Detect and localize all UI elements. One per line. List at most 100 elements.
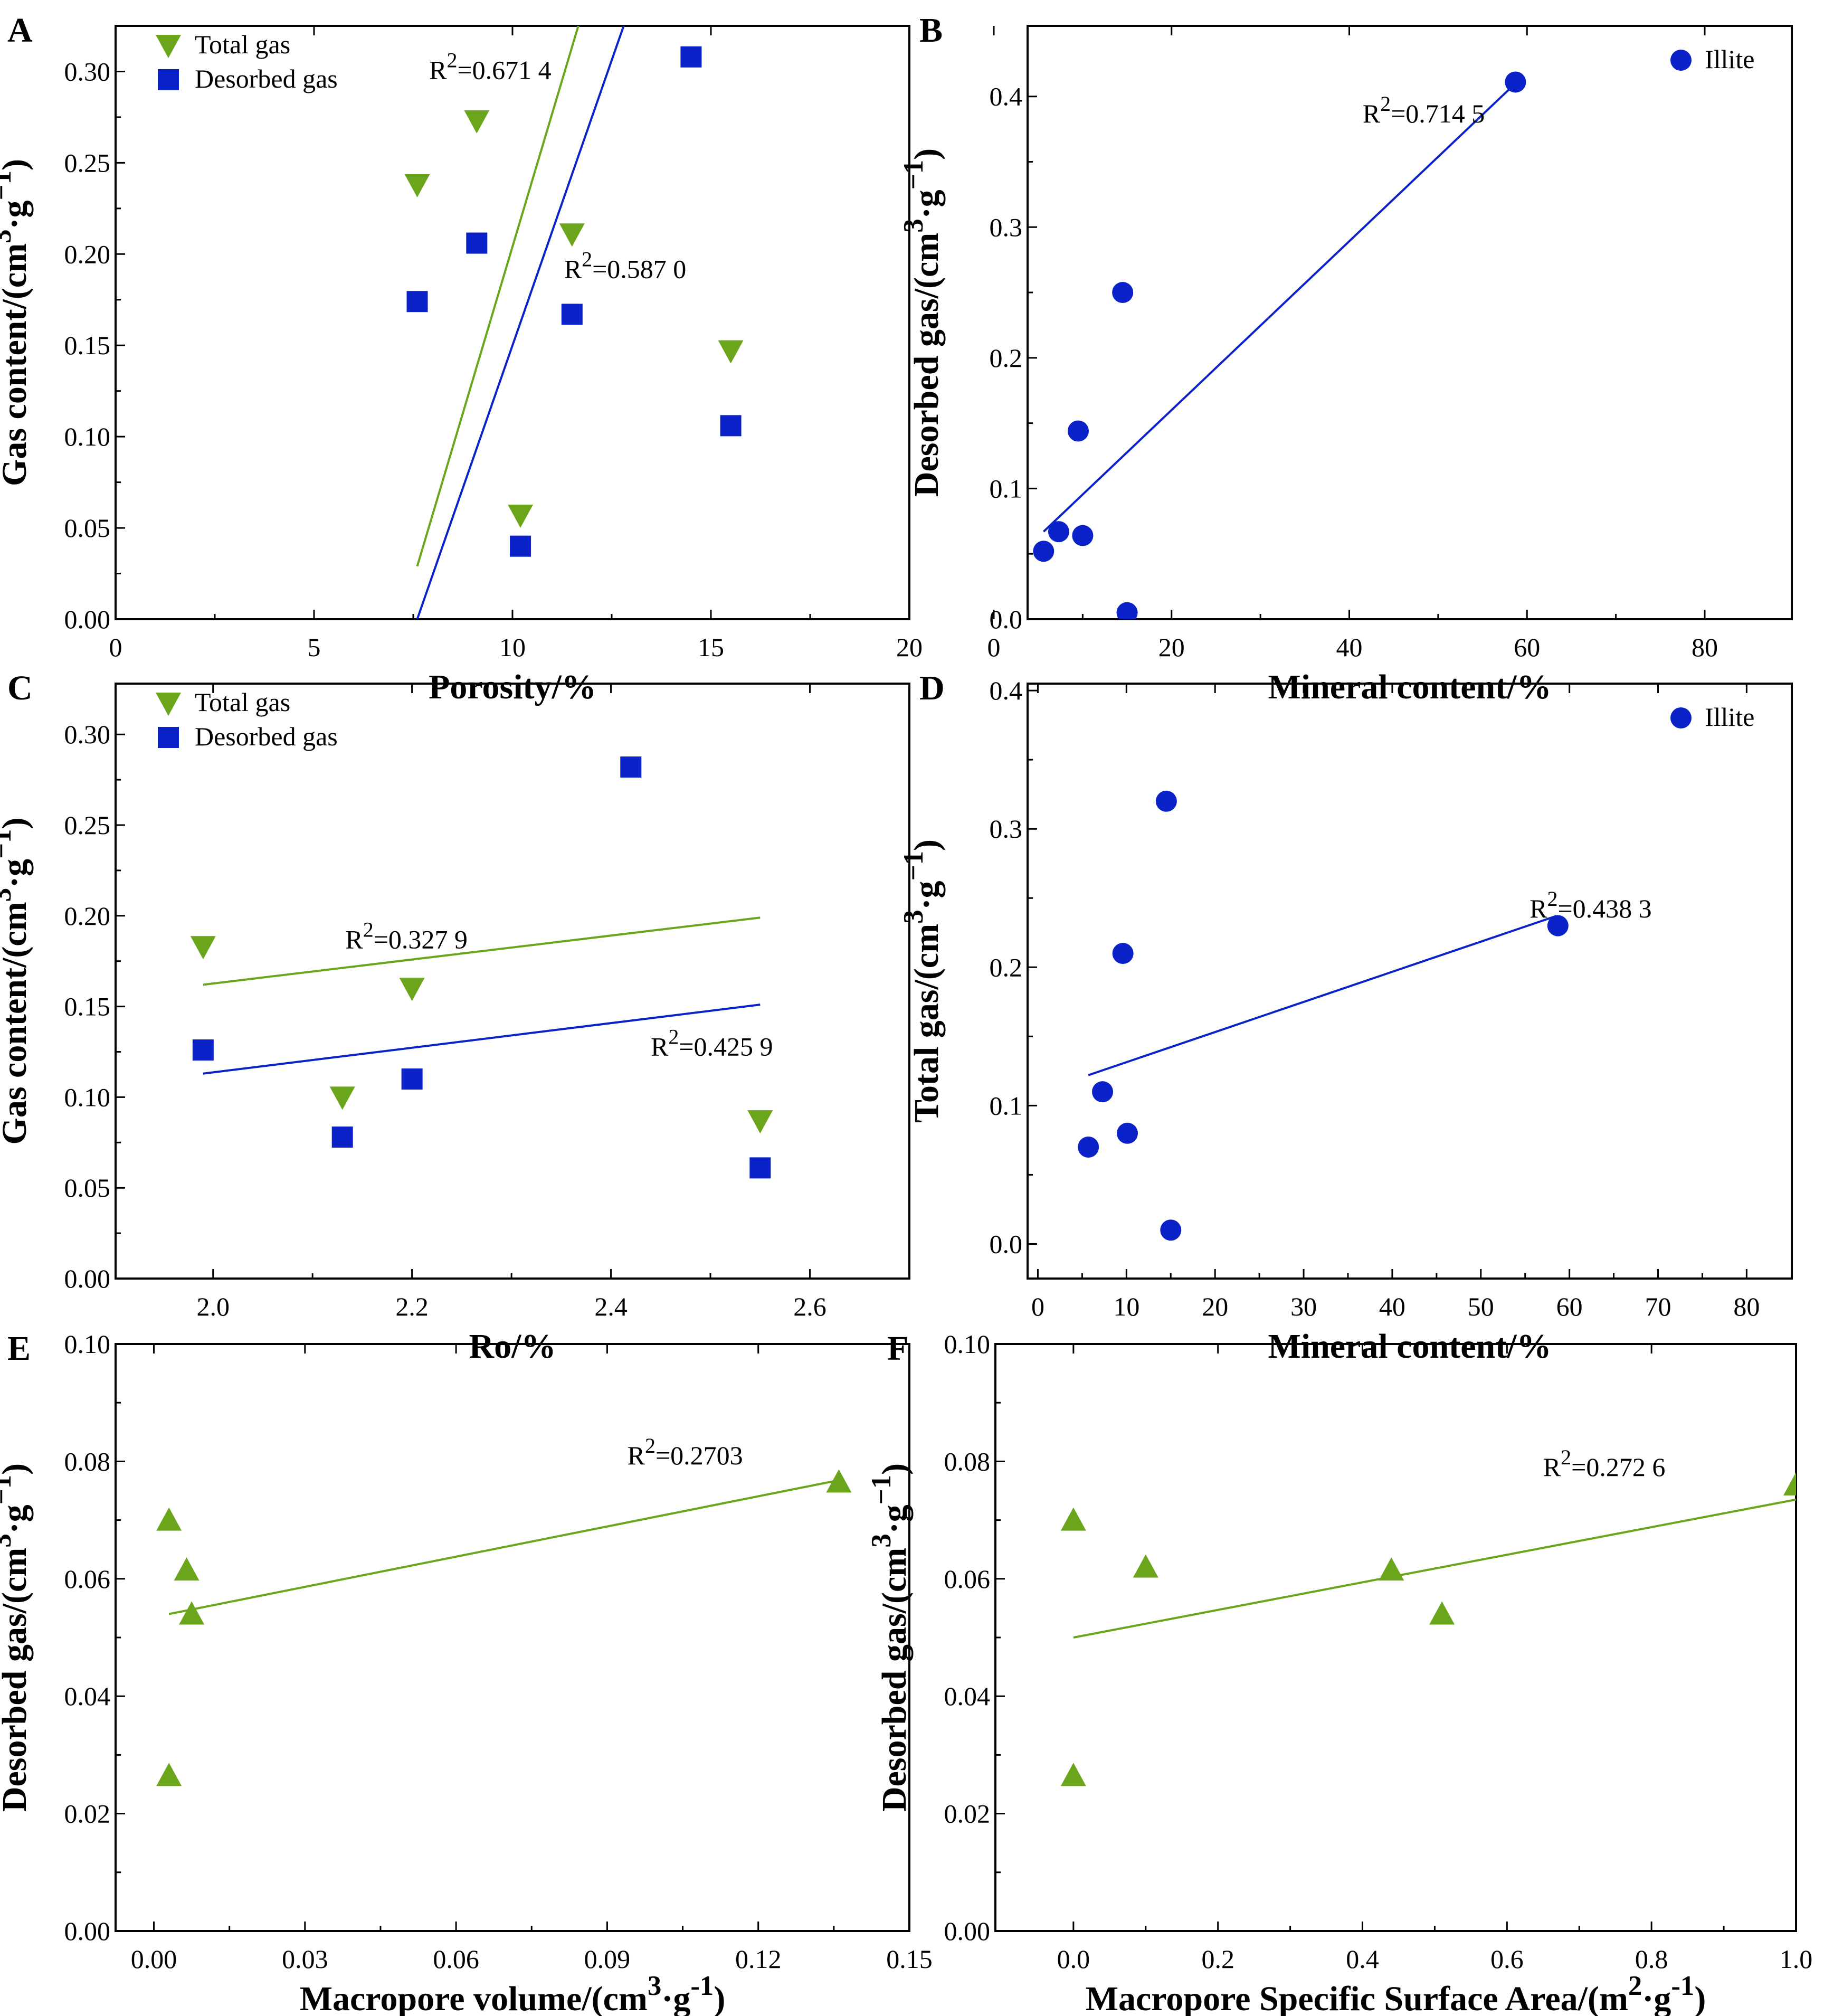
legend-marker <box>1670 50 1692 71</box>
data-point <box>1783 1472 1796 1496</box>
x-tick-label: 2.2 <box>395 1292 429 1321</box>
x-tick-label: 60 <box>1514 632 1540 662</box>
superscript: −1 <box>898 160 929 190</box>
y-tick-label: 0.10 <box>64 1082 111 1112</box>
text-segment: ) <box>907 839 946 851</box>
panel-label: E <box>7 1329 31 1368</box>
data-point <box>508 504 534 528</box>
data-point <box>1547 915 1569 936</box>
data-point <box>174 1557 200 1581</box>
plot-area <box>404 26 744 619</box>
text-segment: =0.438 3 <box>1557 894 1651 923</box>
x-tick-label: 1.0 <box>1780 1944 1813 1974</box>
x-tick-label: 2.0 <box>196 1292 230 1321</box>
x-tick-label: 0 <box>987 632 1001 662</box>
text-segment: R <box>429 55 447 84</box>
x-tick-label: 0 <box>1031 1292 1044 1321</box>
text-segment: Macropore volume/(cm <box>300 1980 648 2016</box>
superscript: −1 <box>0 171 17 200</box>
superscript: -1 <box>1671 1971 1694 2001</box>
data-point <box>331 1126 353 1148</box>
panel-label: C <box>7 669 33 707</box>
y-tick-label: 0.25 <box>64 148 111 177</box>
superscript: 3 <box>898 910 929 924</box>
plot-frame <box>1027 25 1793 620</box>
y-tick-label: 0.00 <box>64 1916 111 1946</box>
text-segment: Porosity/% <box>429 668 596 706</box>
legend-label: Illite <box>1705 702 1754 732</box>
text-segment: Mineral content/% <box>1268 668 1551 706</box>
data-point <box>720 415 742 437</box>
text-segment: Mineral content/% <box>1268 1327 1551 1366</box>
y-tick-label: 0.0 <box>990 1229 1023 1258</box>
legend-label: Total gas <box>195 30 290 59</box>
legend-marker <box>156 693 181 716</box>
plot-area <box>1033 71 1526 619</box>
fit-line-illite <box>1088 915 1557 1076</box>
data-point <box>1379 1557 1404 1581</box>
plot-frame <box>115 683 910 1280</box>
x-tick-label: 40 <box>1336 632 1363 662</box>
y-tick-label: 0.3 <box>990 814 1023 844</box>
y-tick-label: 0.1 <box>990 1091 1023 1120</box>
y-tick-label: 0.02 <box>944 1799 991 1829</box>
superscript: 2 <box>1628 1971 1642 2001</box>
text-segment: Macropore Specific Surface Area/( <box>1086 1980 1599 2016</box>
text-segment: =0.714 5 <box>1391 99 1485 128</box>
y-axis-title: Desorbed gas/(cm3·g−1) <box>866 1463 914 1812</box>
panel-c: C 2.0 2.2 2.4 2.6 0.00 0.05 0.10 0.15 0.20 0.25 0.3… <box>0 669 910 1366</box>
data-point <box>406 291 428 313</box>
y-tick-label: 0.2 <box>990 952 1023 982</box>
data-point <box>179 1601 205 1625</box>
panel-d: D 0 10 20 30 40 50 60 70 80 0.0 0.1 0.2 0.3 0.4 Mineral… <box>898 669 1793 1366</box>
data-point <box>404 174 430 197</box>
y-tick-label: 0.05 <box>64 1173 111 1203</box>
fit-line-illite <box>1042 82 1516 533</box>
r-squared-label: R2=0.327 9 <box>345 917 468 954</box>
data-point <box>826 1469 852 1493</box>
y-axis-title: Total gas/(cm3·g−1) <box>898 839 946 1123</box>
x-tick-label: 0.0 <box>1057 1944 1090 1974</box>
data-point <box>190 936 216 960</box>
x-tick-label: 10 <box>1113 1292 1139 1321</box>
data-point <box>1133 1554 1158 1578</box>
legend-label: Total gas <box>195 687 290 717</box>
text-segment: ) <box>0 1463 34 1475</box>
data-point <box>1033 541 1054 562</box>
legend-label: Desorbed gas <box>195 722 338 751</box>
text-segment: ·g <box>907 190 946 219</box>
panel-b: B 0 20 40 60 80 0.0 0.1 0.2 0.3 0.4 Mineral content… <box>898 11 1793 706</box>
panel-label: F <box>887 1329 908 1368</box>
data-point <box>510 535 531 557</box>
superscript: 2 <box>645 1433 656 1457</box>
text-segment: ) <box>0 818 34 829</box>
fit-line-desorbed-gas <box>1073 1498 1796 1639</box>
x-tick-label: 0.15 <box>886 1944 933 1974</box>
data-point <box>1048 521 1069 543</box>
x-tick-label: 20 <box>1202 1292 1228 1321</box>
text-segment: Gas content/(cm <box>0 902 34 1144</box>
superscript: 2 <box>1547 886 1557 910</box>
data-point <box>466 232 488 254</box>
data-point <box>1112 282 1134 304</box>
text-segment: ·g <box>875 1504 914 1534</box>
data-point <box>559 223 585 247</box>
y-tick-label: 0.30 <box>64 56 111 86</box>
y-tick-label: 0.20 <box>64 239 111 269</box>
legend-marker <box>158 727 179 748</box>
fit-line-desorbed-gas <box>203 1004 761 1075</box>
x-axis-title: Macropore Specific Surface Area/(m2·g-1) <box>1086 1971 1706 2016</box>
y-tick-label: 0.15 <box>64 992 111 1021</box>
y-tick-label: 0.2 <box>990 343 1023 373</box>
x-tick-label: 0.2 <box>1201 1944 1234 1974</box>
x-tick-label: 0.6 <box>1490 1944 1524 1974</box>
x-tick-label: 50 <box>1468 1292 1494 1321</box>
y-tick-label: 0.0 <box>990 604 1023 634</box>
panel-label: A <box>7 11 33 50</box>
x-tick-label: 2.6 <box>793 1292 826 1321</box>
x-axis-title: Mineral content/% <box>1268 1327 1551 1366</box>
y-tick-label: 0.08 <box>64 1446 111 1476</box>
fit-line-desorbed-gas <box>416 26 625 619</box>
x-tick-label: 0 <box>109 632 122 662</box>
